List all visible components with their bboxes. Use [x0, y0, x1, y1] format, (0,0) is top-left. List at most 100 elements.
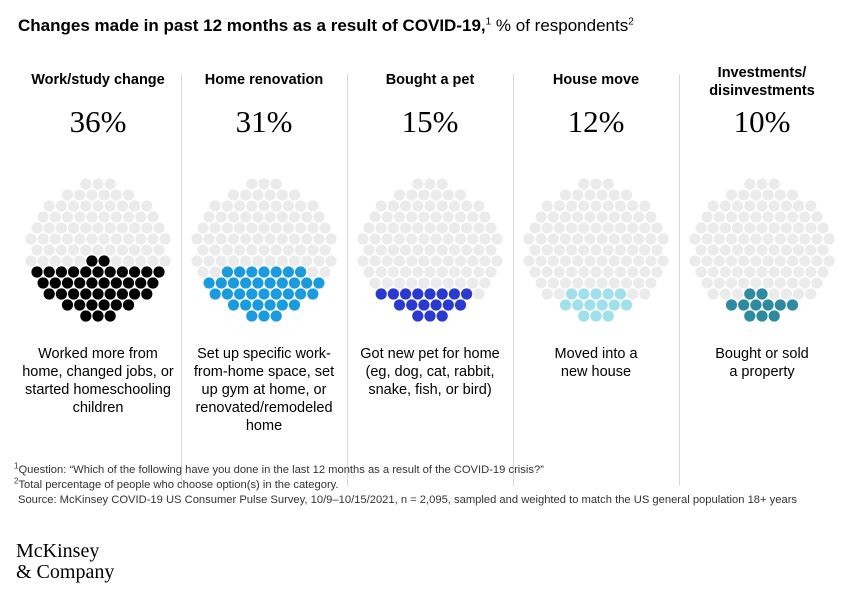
dot-empty — [645, 211, 657, 223]
dot-empty — [762, 189, 774, 201]
category-label-line: Work/study change — [31, 72, 165, 88]
dot-empty — [240, 189, 252, 201]
dot-filled — [92, 288, 104, 300]
dot-filled — [578, 310, 590, 322]
title-subtitle: % of respondents — [495, 16, 629, 35]
dot-empty — [357, 255, 369, 267]
chart-panels: Work/study change 36% Worked more from home… — [15, 62, 845, 486]
category-description: Bought or sold a property — [679, 345, 845, 381]
category-description: Set up specific work-from-home space, se… — [181, 345, 347, 435]
dot-empty — [566, 200, 578, 212]
dot-empty — [325, 233, 337, 245]
dot-empty — [141, 222, 153, 234]
dot-empty — [535, 277, 547, 289]
dot-empty — [141, 200, 153, 212]
panel-5: Investments/disinvestments 10% Bought or s… — [679, 62, 845, 432]
dot-empty — [301, 233, 313, 245]
dot-empty — [110, 233, 122, 245]
dot-empty — [191, 255, 203, 267]
dot-empty — [805, 222, 817, 234]
dot-empty — [780, 200, 792, 212]
dot-empty — [547, 233, 559, 245]
dot-empty — [633, 233, 645, 245]
dot-empty — [307, 266, 319, 278]
dot-empty — [707, 288, 719, 300]
dot-empty — [719, 244, 731, 256]
dot-empty — [596, 277, 608, 289]
dot-empty — [400, 200, 412, 212]
dot-filled — [418, 299, 430, 311]
panel-4: House move 12% Moved into a new house — [513, 62, 679, 432]
dot-empty — [400, 244, 412, 256]
dot-empty — [92, 200, 104, 212]
dot-empty — [282, 200, 294, 212]
dot-empty — [252, 255, 264, 267]
dot-filled — [98, 277, 110, 289]
dot-filled — [215, 277, 227, 289]
dot-empty — [774, 255, 786, 267]
dot-filled — [240, 277, 252, 289]
mckinsey-logo: McKinsey & Company — [16, 541, 114, 583]
dot-empty — [541, 200, 553, 212]
dot-empty — [393, 211, 406, 223]
dot-filled — [566, 288, 578, 300]
dot-empty — [744, 200, 756, 212]
dot-empty — [129, 244, 141, 256]
dot-empty — [25, 255, 37, 267]
dot-filled — [270, 266, 282, 278]
dot-empty — [689, 233, 701, 245]
dot-filled — [49, 277, 61, 289]
dot-filled — [92, 266, 104, 278]
dot-empty — [442, 233, 454, 245]
dot-empty — [799, 211, 811, 223]
dot-empty — [92, 222, 104, 234]
dot-empty — [608, 189, 620, 201]
dot-filled — [448, 288, 460, 300]
dot-empty — [461, 244, 473, 256]
dot-empty — [614, 244, 626, 256]
dot-filled — [221, 266, 233, 278]
dot-filled — [61, 277, 74, 289]
dot-filled — [282, 266, 294, 278]
dot-empty — [608, 255, 620, 267]
dot-empty — [418, 211, 430, 223]
dot-empty — [707, 244, 719, 256]
footnote-2-text: Total percentage of people who choose op… — [18, 479, 339, 491]
dot-empty — [523, 233, 535, 245]
dot-empty — [713, 277, 725, 289]
dot-empty — [313, 211, 325, 223]
dot-filled — [153, 266, 165, 278]
dot-empty — [756, 266, 768, 278]
dot-empty — [74, 189, 86, 201]
dot-empty — [240, 211, 252, 223]
dot-filled — [252, 299, 264, 311]
category-label-line: disinvestments — [709, 83, 815, 99]
dot-empty — [774, 189, 786, 201]
dot-empty — [627, 222, 639, 234]
dot-empty — [276, 233, 288, 245]
dot-empty — [147, 233, 159, 245]
dot-filled — [209, 288, 221, 300]
dot-empty — [252, 233, 264, 245]
dot-filled — [68, 266, 80, 278]
dot-filled — [602, 310, 614, 322]
dot-empty — [246, 222, 258, 234]
dot-filled — [406, 299, 418, 311]
dot-empty — [418, 189, 430, 201]
dot-empty — [744, 222, 756, 234]
dot-empty — [98, 233, 110, 245]
source-text: Source: McKinsey COVID-19 US Consumer Pu… — [18, 494, 798, 506]
description-line: Worked more from — [38, 346, 158, 362]
dot-filled — [80, 288, 92, 300]
dot-empty — [823, 233, 835, 245]
dot-empty — [227, 233, 240, 245]
dot-empty — [412, 266, 424, 278]
dot-filled — [750, 299, 762, 311]
dot-empty — [246, 200, 258, 212]
dot-empty — [369, 233, 381, 245]
dot-filled — [74, 299, 86, 311]
dot-empty — [639, 288, 651, 300]
dot-empty — [454, 211, 467, 223]
dot-empty — [363, 266, 375, 278]
dot-filled — [590, 310, 602, 322]
